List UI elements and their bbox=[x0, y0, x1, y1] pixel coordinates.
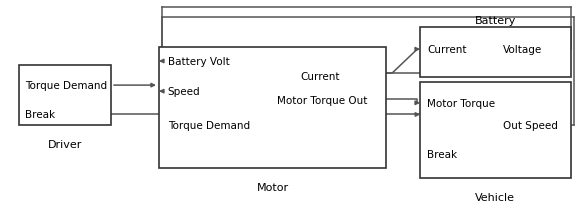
Text: Current: Current bbox=[300, 72, 339, 82]
Text: Torque Demand: Torque Demand bbox=[168, 120, 250, 130]
Text: Motor Torque: Motor Torque bbox=[427, 98, 495, 108]
FancyBboxPatch shape bbox=[159, 48, 386, 168]
Text: Break: Break bbox=[427, 149, 457, 159]
Text: Vehicle: Vehicle bbox=[475, 192, 515, 202]
Text: Current: Current bbox=[427, 45, 466, 55]
FancyBboxPatch shape bbox=[19, 66, 111, 126]
Text: Speed: Speed bbox=[168, 87, 200, 97]
Text: Driver: Driver bbox=[48, 140, 82, 150]
Text: Torque Demand: Torque Demand bbox=[25, 81, 107, 91]
Text: Battery Volt: Battery Volt bbox=[168, 57, 229, 67]
Text: Out Speed: Out Speed bbox=[503, 120, 558, 130]
FancyBboxPatch shape bbox=[420, 28, 571, 77]
Text: Motor: Motor bbox=[257, 182, 289, 192]
Text: Break: Break bbox=[25, 110, 55, 120]
Text: Battery: Battery bbox=[475, 16, 516, 26]
Text: Voltage: Voltage bbox=[503, 45, 542, 55]
Text: Motor Torque Out: Motor Torque Out bbox=[277, 96, 367, 106]
FancyBboxPatch shape bbox=[420, 82, 571, 178]
